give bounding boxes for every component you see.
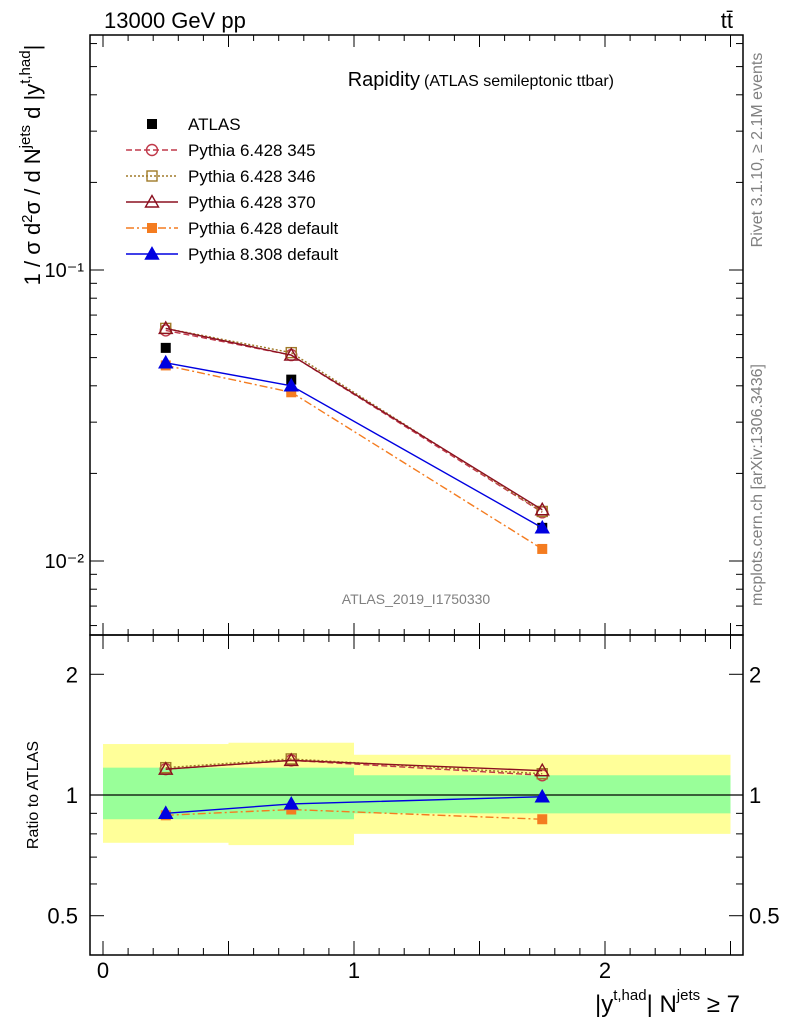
x-axis-label: |yt,had| Njets ≥ 7 <box>595 987 740 1018</box>
legend-label: Pythia 6.428 default <box>188 219 339 238</box>
main-y-axis-label: 1 / σ d2σ / d Njets d |yt,had| <box>17 45 45 286</box>
ratio-point <box>158 805 174 820</box>
ratio-y-tick-label: 1 <box>66 783 78 808</box>
legend: ATLAS Pythia 6.428 345 Pythia 6.428 346 Pyt… <box>126 115 339 264</box>
ratio-point <box>283 752 299 767</box>
data-point <box>537 543 548 554</box>
x-tick-label: 1 <box>348 958 360 983</box>
legend-entry-atlas: ATLAS <box>147 115 241 134</box>
ratio-ticks: 0.5 0.5 1 1 2 2 0 1 2 <box>47 635 780 983</box>
ratio-y-tick-label: 2 <box>66 662 78 687</box>
main-y-tick-label: 10⁻² <box>45 551 85 573</box>
ratio-y-tick-label-right: 0.5 <box>749 904 780 929</box>
ratio-y-axis-label: Ratio to ATLAS <box>25 741 42 849</box>
data-point <box>160 342 171 353</box>
chart-subtitle: (ATLAS semileptonic ttbar) <box>424 73 614 90</box>
legend-marker <box>146 170 158 182</box>
legend-marker <box>144 246 160 260</box>
legend-marker <box>144 194 160 208</box>
data-point <box>158 320 174 335</box>
legend-entry-pythia-6-428-346: Pythia 6.428 346 <box>126 167 316 186</box>
process-label: tt̄ <box>721 8 733 33</box>
series-line <box>165 327 543 511</box>
main-panel: 10⁻² 10⁻¹ Rapidity (ATLAS semileptonic tt… <box>17 34 744 636</box>
ratio-line <box>165 758 543 775</box>
mcplots-label: mcplots.cern.ch [arXiv:1306.3436] <box>749 364 766 606</box>
ratio-point <box>158 761 174 775</box>
x-tick-label: 0 <box>97 958 109 983</box>
ratio-y-tick-label: 0.5 <box>47 904 78 929</box>
series-line <box>165 327 543 513</box>
analysis-id: ATLAS_2019_I1750330 <box>342 591 491 607</box>
legend-entry-pythia-8-308-default: Pythia 8.308 default <box>126 245 339 264</box>
ratio-series-pythia-8-308-default <box>158 788 550 820</box>
legend-marker <box>145 143 159 157</box>
data-point <box>534 501 550 516</box>
ratio-point <box>534 762 550 777</box>
series-atlas <box>160 342 548 533</box>
legend-label: ATLAS <box>188 115 241 134</box>
series-pythia-6-428-default <box>160 360 548 554</box>
ratio-series <box>158 752 550 825</box>
ratio-line <box>165 759 543 772</box>
data-point <box>534 519 550 534</box>
ratio-line <box>165 808 543 820</box>
ratio-point <box>283 796 299 810</box>
energy-label: 13000 GeV pp <box>104 8 246 33</box>
legend-entry-pythia-6-428-370: Pythia 6.428 370 <box>126 193 316 212</box>
main-y-ticks: 10⁻² 10⁻¹ <box>45 35 743 635</box>
chart-title: Rapidity <box>348 69 420 91</box>
series-pythia-8-308-default <box>158 354 550 534</box>
series-pythia-6-428-346 <box>160 322 548 518</box>
ratio-panel: 0.5 0.5 1 1 2 2 0 1 2 Ratio to ATLAS |yt,had| Nj… <box>25 634 780 1018</box>
legend-label: Pythia 8.308 default <box>188 245 339 264</box>
series-pythia-6-428-370 <box>158 320 550 516</box>
legend-marker <box>147 119 157 129</box>
data-point <box>286 387 297 398</box>
data-point <box>158 354 174 369</box>
x-tick-label: 2 <box>599 958 611 983</box>
ratio-point <box>537 814 548 825</box>
ratio-y-tick-label-right: 2 <box>749 662 761 687</box>
ratio-point <box>534 788 550 803</box>
data-point <box>283 347 299 361</box>
legend-entry-pythia-6-428-345: Pythia 6.428 345 <box>126 141 316 160</box>
rivet-label: Rivet 3.1.10, ≥ 2.1M events <box>749 53 766 248</box>
legend-label: Pythia 6.428 345 <box>188 141 316 160</box>
main-series <box>158 320 550 554</box>
legend-marker <box>147 223 157 233</box>
data-point <box>283 377 299 392</box>
ratio-y-tick-label-right: 1 <box>749 783 761 808</box>
ratio-series-pythia-6-428-370 <box>158 752 550 777</box>
uncertainty-bands <box>103 742 731 846</box>
main-y-tick-label: 10⁻¹ <box>45 260 85 282</box>
legend-entry-pythia-6-428-default: Pythia 6.428 default <box>126 219 339 238</box>
legend-label: Pythia 6.428 370 <box>188 193 316 212</box>
series-line <box>165 362 543 529</box>
legend-label: Pythia 6.428 346 <box>188 167 316 186</box>
